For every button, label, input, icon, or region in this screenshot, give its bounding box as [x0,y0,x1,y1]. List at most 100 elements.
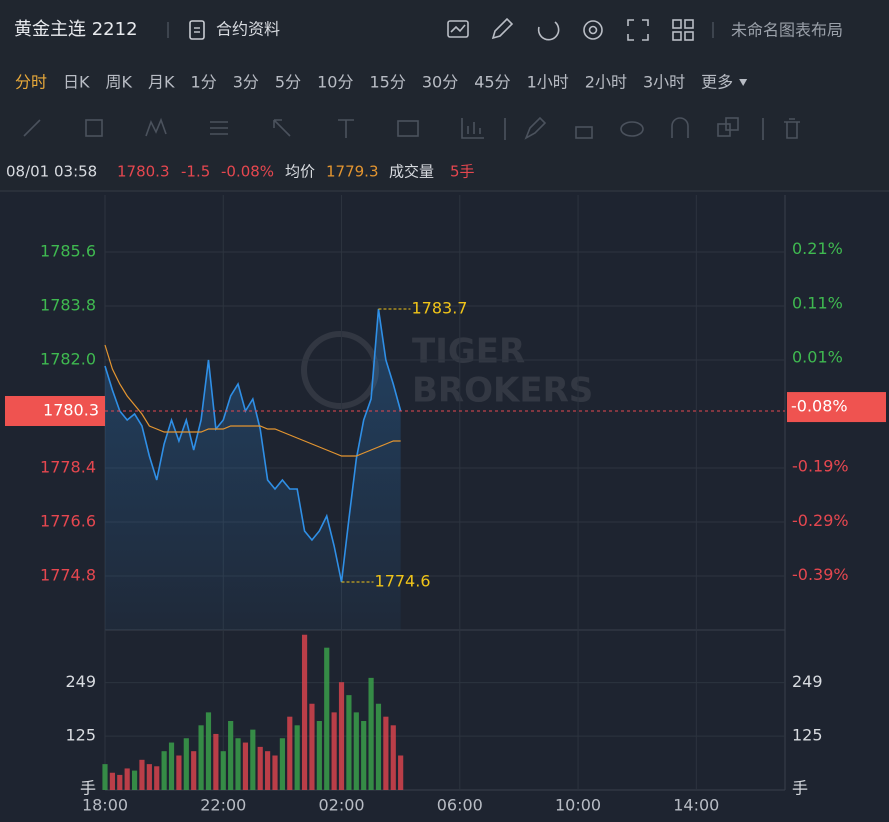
volume-unit: 手 [80,779,96,798]
period-tab[interactable]: 周K [106,73,133,92]
volume-bar [161,751,167,790]
volume-bar [324,647,330,790]
average-line [104,344,401,457]
period-tab[interactable]: 1分 [191,73,217,92]
tool-icon[interactable] [524,116,547,140]
volume-bar [294,725,300,790]
tool-icon[interactable] [273,119,291,137]
period-tab[interactable]: 30分 [422,73,458,92]
watermark-text: TIGER [412,332,525,372]
volume-bar [213,733,219,790]
volume-bar [250,729,256,790]
x-tick-label: 22:00 [200,796,246,815]
volume-bar [102,764,108,790]
y-tick-label: 249 [792,672,823,691]
tool-icon[interactable] [784,118,800,139]
volume-bar [309,703,315,790]
instrument-title[interactable]: 黄金主连 2212 [14,19,138,40]
volume-bar [279,738,285,790]
volume-bar [220,751,226,790]
tool-icon[interactable] [338,119,354,138]
y2-tick-label: 0.21% [792,239,843,258]
period-tab[interactable]: 45分 [474,73,510,92]
y-tick-label: 1778.4 [40,458,96,477]
y2-tick-label: 0.01% [792,348,843,367]
volume-bar [139,759,145,790]
layout-name[interactable]: 未命名图表布局 [731,21,843,40]
tool-icon[interactable] [397,120,419,137]
volume-bar [183,738,189,790]
volume-bar [242,742,249,790]
layout-icon [672,31,682,41]
volume-bar [205,712,212,790]
period-tab[interactable]: 月K [148,73,175,92]
volume-bar [168,742,175,790]
price-area [105,309,401,630]
period-tab[interactable]: 2小时 [585,73,627,92]
tool-icon[interactable] [461,118,484,139]
y2-tick-label: -0.39% [792,565,849,584]
tool-icon[interactable] [671,117,689,138]
info-pct: -0.08% [221,163,274,181]
volume-bar [375,703,382,790]
volume-bar [146,764,152,790]
layout-icon[interactable] [672,19,682,29]
watermark: TIGER BROKERS [301,331,593,411]
x-tick-label: 02:00 [318,796,364,815]
info-volume: 5手 [450,163,475,181]
volume-bar [368,677,374,790]
period-tab[interactable]: 日K [63,73,90,92]
tool-icon[interactable] [85,119,103,137]
volume-bar [154,766,160,790]
period-bar: 分时 日K 周K 月K 1分 3分 5分 10分 15分 30分 45分 1小时 2小时 3小时 更多 [15,73,748,92]
period-tab[interactable]: 3小时 [643,73,685,92]
tool-icon[interactable] [23,119,41,137]
plot: 18:00 22:00 02:00 06:00 10:00 14:00 1774.8 1776… [5,195,886,815]
x-tick-label: 10:00 [555,796,601,815]
indicator-icon[interactable] [447,20,469,38]
y2-tick-label: -0.19% [792,456,849,475]
tool-icon[interactable] [145,117,167,137]
x-tick-label: 14:00 [673,796,719,815]
volume-bar [346,695,352,790]
y-tick-label: 125 [65,726,96,745]
volume-unit: 手 [792,779,808,798]
undo-icon[interactable] [537,21,560,41]
tool-icon[interactable] [575,126,593,139]
period-tab[interactable]: 1小时 [527,73,569,92]
toolbar [23,116,800,140]
y-tick-label: 249 [65,672,96,691]
settings-icon[interactable] [583,20,603,40]
contract-button[interactable]: 合约资料 [189,20,280,40]
volume-bar [109,772,115,790]
volume-bar [117,774,123,790]
volume-bar [390,725,396,790]
volume-bar [198,725,204,790]
y2-tick-label: -0.29% [792,511,849,530]
draw-icon[interactable] [491,17,514,40]
y-tick-label: 1774.8 [40,566,96,585]
annotation-label: 1774.6 [375,572,431,591]
x-tick-label: 06:00 [437,796,483,815]
period-tab[interactable]: 5分 [275,73,301,92]
tool-icon[interactable] [210,121,228,135]
y2-tick-label: 0.11% [792,293,843,312]
last-price-box [5,396,105,426]
period-tab[interactable]: 3分 [233,73,259,92]
x-tick-label: 18:00 [82,796,128,815]
fullscreen-icon[interactable] [627,19,649,41]
volume-bar [265,751,271,790]
period-tab[interactable]: 更多 [701,73,733,92]
y-tick-label: 1776.6 [40,512,96,531]
period-tab[interactable]: 10分 [317,73,353,92]
volume-bar [361,720,367,790]
volume-bar [331,712,337,790]
dropdown-arrow [739,79,748,86]
info-volume-label: 成交量 [389,163,434,181]
period-tab[interactable]: 分时 [15,73,47,92]
tool-icon[interactable] [620,121,644,137]
period-tab[interactable]: 15分 [369,73,405,92]
contract-link[interactable]: 合约资料 [216,20,280,39]
volume-bar [272,755,278,790]
